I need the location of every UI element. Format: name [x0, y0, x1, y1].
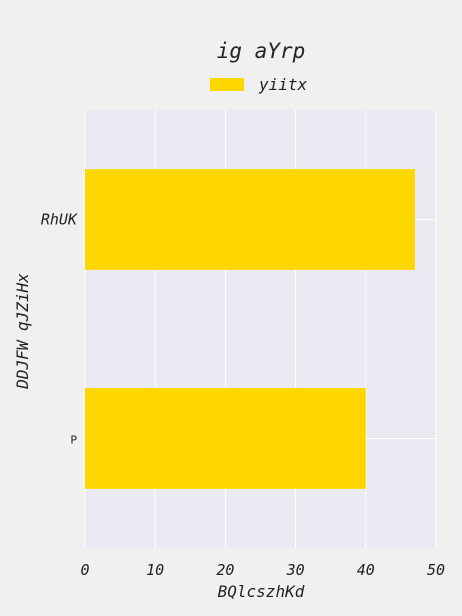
y-tick-label-rhuk: RhUK [41, 211, 78, 229]
x-tick-label: 20 [216, 561, 234, 579]
bars [85, 169, 415, 489]
x-tick-label: 50 [427, 561, 445, 579]
x-tick-label: 0 [80, 561, 89, 579]
y-tick-label-p: P [70, 434, 77, 447]
x-tick-label: 30 [286, 561, 305, 579]
bar-p [85, 388, 366, 489]
x-tick-label: 10 [146, 561, 164, 579]
bar-rhuk [85, 169, 415, 270]
legend-label-yiitx: yiitx [258, 75, 308, 94]
x-tick-label: 40 [357, 561, 375, 579]
x-axis-ticks: 0 10 20 30 40 50 [80, 561, 445, 579]
legend-swatch-yiitx [210, 78, 244, 91]
chart-title: ig aYrp [217, 39, 306, 63]
y-axis-ticks: RhUK P [41, 211, 78, 447]
x-axis-label: BQlcszhKd [218, 582, 305, 601]
legend: yiitx [210, 75, 308, 94]
y-axis-label: DDJFW qJZiHx [13, 273, 32, 390]
